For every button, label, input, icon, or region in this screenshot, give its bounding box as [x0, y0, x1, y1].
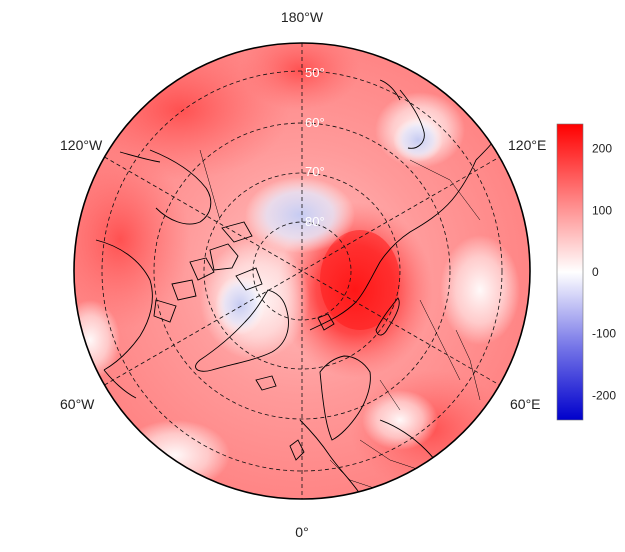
lat-label-70: 70°: [305, 164, 325, 179]
colorbar-tick-label: -200: [592, 388, 616, 402]
lon-label-60w: 60°W: [60, 396, 95, 412]
meridians: [104, 43, 500, 499]
lat-label-60: 60°: [305, 115, 325, 130]
scandinavia-outline: [319, 355, 371, 441]
colorbar: 200 100 0 -100 -200: [556, 123, 616, 421]
colorbar-tick-label: 0: [592, 265, 599, 279]
lon-label-120w: 120°W: [60, 137, 103, 153]
lat-label-50: 50°: [305, 65, 325, 80]
lon-label-0: 0°: [295, 524, 308, 540]
lon-label-120e: 120°E: [508, 137, 546, 153]
country-boundaries: [199, 149, 481, 491]
map-boundary: [73, 42, 531, 500]
latitude-circles: [101, 70, 503, 472]
greenland-outline: [195, 289, 289, 372]
lon-label-180w: 180°W: [281, 9, 324, 25]
anomaly-field: [74, 43, 530, 499]
lon-label-60e: 60°E: [510, 396, 541, 412]
colorbar-gradient: [557, 124, 583, 420]
colorbar-tick-label: 200: [592, 142, 612, 156]
colorbar-tick-label: -100: [592, 327, 616, 341]
lat-label-80: 80°: [305, 214, 325, 229]
colorbar-tick-label: 100: [592, 203, 612, 217]
